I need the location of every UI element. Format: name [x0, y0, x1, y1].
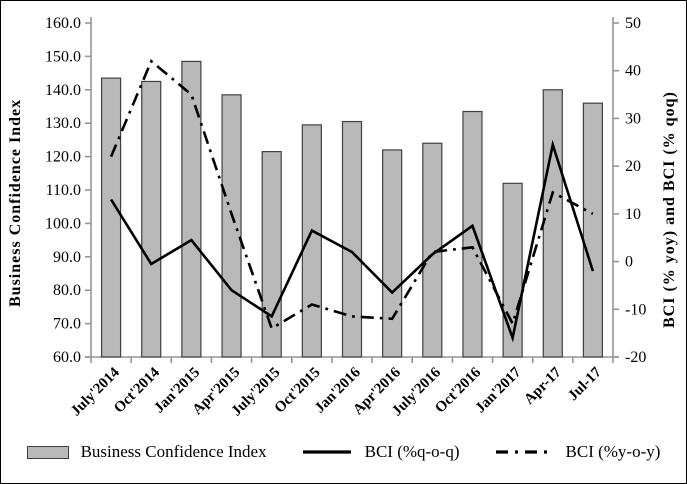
left-axis-tick-label: 60.0 [53, 349, 81, 366]
bar [582, 102, 604, 358]
legend-label-bci: Business Confidence Index [80, 442, 267, 461]
right-axis-tick-label: 40 [625, 63, 641, 80]
left-axis-tick-label: 120.0 [45, 149, 81, 166]
qoq-line [109, 139, 595, 343]
right-axis-title: BCI (% yoy) and BCI (% qoq) [661, 91, 678, 328]
bar [181, 60, 202, 358]
bar [301, 124, 322, 358]
left-axis-tick-label: 150.0 [45, 48, 81, 65]
legend: Business Confidence Index BCI (%q-o-q) B… [1, 442, 686, 462]
right-axis-tick-label: 0 [625, 254, 633, 271]
legend-item-yoy: BCI (%y-o-y) [494, 442, 661, 462]
left-axis-tick-label: 140.0 [45, 82, 81, 99]
bar [341, 120, 363, 358]
legend-label-qoq: BCI (%q-o-q) [364, 442, 460, 461]
legend-item-bci: Business Confidence Index [26, 442, 267, 462]
bar [502, 182, 523, 358]
bar [100, 77, 122, 358]
left-axis-tick-label: 160.0 [45, 15, 81, 32]
solid-line-swatch-icon [302, 450, 351, 454]
bar [542, 89, 563, 358]
left-axis-tick-label: 70.0 [53, 316, 81, 333]
left-axis-tick-label: 100.0 [45, 215, 81, 232]
left-axis-tick-label: 90.0 [53, 249, 81, 266]
left-axis-title: Business Confidence Index [7, 98, 24, 307]
left-axis-tick-label: 130.0 [45, 115, 81, 132]
x-axis-label: Apr-17 [521, 364, 565, 408]
right-axis-tick-label: 30 [625, 110, 641, 127]
right-axis-tick-label: 50 [625, 15, 641, 32]
legend-label-yoy: BCI (%y-o-y) [565, 442, 661, 461]
right-axis-tick-label: 20 [625, 158, 641, 175]
right-axis-tick-label: -20 [625, 349, 646, 366]
x-axis-label: July'2014 [68, 364, 123, 419]
bar [462, 110, 483, 358]
bar [382, 149, 403, 358]
left-axis-tick-label: 80.0 [53, 282, 81, 299]
right-axis-tick-label: 10 [625, 206, 641, 223]
legend-item-qoq: BCI (%q-o-q) [301, 442, 460, 462]
dash-dot-line-swatch-icon [495, 450, 552, 454]
left-axis-tick-label: 110.0 [46, 182, 81, 199]
bar [221, 94, 242, 358]
right-axis-tick-label: -10 [625, 301, 646, 318]
bar-series-swatch-icon [26, 445, 69, 459]
x-axis-label: Jul-17 [565, 364, 605, 404]
bar [141, 80, 162, 358]
